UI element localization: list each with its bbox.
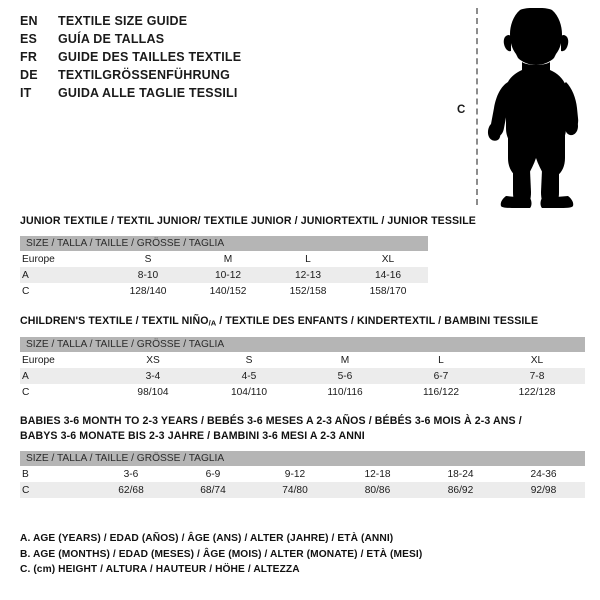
size-bar-label-junior: SIZE / TALLA / TAILLE / GRÖSSE / TAGLIA [20, 236, 428, 251]
row-label-a: A [20, 368, 105, 385]
table-junior-textile: SIZE / TALLA / TAILLE / GRÖSSE / TAGLIA … [20, 236, 428, 299]
cell-value: 86/92 [419, 482, 502, 498]
cell-value: 122/128 [489, 384, 586, 401]
height-measure-label: C [457, 104, 466, 116]
size-bar-label-childrens: SIZE / TALLA / TAILLE / GRÖSSE / TAGLIA [20, 337, 586, 353]
cell-value: XS [105, 352, 201, 369]
row-label-c: C [20, 283, 108, 299]
cell-value: S [108, 251, 188, 267]
row-label-b: B [20, 466, 90, 482]
cell-value: 98/104 [105, 384, 201, 401]
cell-value: 140/152 [188, 283, 268, 299]
cell-value: 24-36 [502, 466, 585, 482]
language-code-en: EN [20, 14, 38, 28]
size-bar-label-babies: SIZE / TALLA / TAILLE / GRÖSSE / TAGLIA [20, 451, 585, 466]
cell-value: XL [348, 251, 428, 267]
language-code-fr: FR [20, 50, 38, 64]
cell-value: 6-7 [393, 368, 489, 385]
table-row: A 8-10 10-12 12-13 14-16 [20, 267, 428, 283]
language-row-en: EN TEXTILE SIZE GUIDE [20, 12, 440, 30]
row-label-europe: Europe [20, 352, 105, 369]
language-code-es: ES [20, 32, 38, 46]
language-title-en: TEXTILE SIZE GUIDE [58, 14, 188, 28]
section-title-childrens-post: / TEXTILE DES ENFANTS / KINDERTEXTIL / B… [216, 315, 539, 327]
cell-value: 14-16 [348, 267, 428, 283]
cell-value: M [188, 251, 268, 267]
language-row-fr: FR GUIDE DES TAILLES TEXTILE [20, 48, 440, 66]
table-row: C 98/104 104/110 110/116 116/122 122/128 [20, 384, 586, 401]
table-babies-textile: SIZE / TALLA / TAILLE / GRÖSSE / TAGLIA … [20, 451, 585, 498]
height-dashed-line [476, 8, 478, 205]
cell-value: 116/122 [393, 384, 489, 401]
legend-block: A. AGE (YEARS) / EDAD (AÑOS) / ÂGE (ANS)… [20, 531, 540, 578]
table-header-bar-babies: SIZE / TALLA / TAILLE / GRÖSSE / TAGLIA [20, 451, 585, 466]
cell-value: 12-13 [268, 267, 348, 283]
section-title-childrens-pre: CHILDREN'S TEXTILE / TEXTIL NIÑO [20, 315, 209, 327]
cell-value: 18-24 [419, 466, 502, 482]
cell-value: 62/68 [90, 482, 172, 498]
language-title-es: GUÍA DE TALLAS [58, 32, 165, 46]
cell-value: L [268, 251, 348, 267]
cell-value: 5-6 [297, 368, 393, 385]
cell-value: 152/158 [268, 283, 348, 299]
table-row: C 62/68 68/74 74/80 80/86 86/92 92/98 [20, 482, 585, 498]
table-row: Europe S M L XL [20, 251, 428, 267]
table-row: C 128/140 140/152 152/158 158/170 [20, 283, 428, 299]
cell-value: 80/86 [336, 482, 419, 498]
cell-value: 12-18 [336, 466, 419, 482]
measurement-figure: C [440, 0, 600, 215]
cell-value: 74/80 [254, 482, 336, 498]
language-title-fr: GUIDE DES TAILLES TEXTILE [58, 50, 242, 64]
language-title-it: GUIDA ALLE TAGLIE TESSILI [58, 86, 238, 100]
language-code-it: IT [20, 86, 32, 100]
cell-value: 3-6 [90, 466, 172, 482]
table-header-bar-childrens: SIZE / TALLA / TAILLE / GRÖSSE / TAGLIA [20, 337, 586, 353]
cell-value: 110/116 [297, 384, 393, 401]
section-babies-textile: BABIES 3-6 MONTH TO 2-3 YEARS / BEBÉS 3-… [20, 414, 585, 498]
row-label-c: C [20, 482, 90, 498]
cell-value: 128/140 [108, 283, 188, 299]
language-row-it: IT GUIDA ALLE TAGLIE TESSILI [20, 84, 440, 102]
cell-value: XL [489, 352, 586, 369]
row-label-c: C [20, 384, 105, 401]
legend-line-c: C. (cm) HEIGHT / ALTURA / HAUTEUR / HÖHE… [20, 564, 300, 575]
language-code-de: DE [20, 68, 38, 82]
section-title-junior: JUNIOR TEXTILE / TEXTIL JUNIOR/ TEXTILE … [20, 215, 476, 227]
cell-value: 6-9 [172, 466, 254, 482]
language-row-de: DE TEXTILGRÖSSENFÜHRUNG [20, 66, 440, 84]
cell-value: 68/74 [172, 482, 254, 498]
section-title-babies-line2: BABYS 3-6 MONATE BIS 2-3 JAHRE / BAMBINI… [20, 430, 365, 442]
language-title-de: TEXTILGRÖSSENFÜHRUNG [58, 68, 231, 82]
cell-value: M [297, 352, 393, 369]
cell-value: 4-5 [201, 368, 297, 385]
cell-value: L [393, 352, 489, 369]
cell-value: 104/110 [201, 384, 297, 401]
language-title-block: EN TEXTILE SIZE GUIDE ES GUÍA DE TALLAS … [20, 12, 440, 102]
row-label-a: A [20, 267, 108, 283]
language-row-es: ES GUÍA DE TALLAS [20, 30, 440, 48]
cell-value: 3-4 [105, 368, 201, 385]
toddler-silhouette-icon [482, 8, 594, 208]
section-title-childrens-sub: /A [208, 318, 217, 328]
cell-value: 10-12 [188, 267, 268, 283]
cell-value: 7-8 [489, 368, 586, 385]
cell-value: 158/170 [348, 283, 428, 299]
cell-value: 8-10 [108, 267, 188, 283]
cell-value: S [201, 352, 297, 369]
section-title-babies-line1: BABIES 3-6 MONTH TO 2-3 YEARS / BEBÉS 3-… [20, 415, 522, 427]
table-row: Europe XS S M L XL [20, 352, 586, 369]
table-header-bar-junior: SIZE / TALLA / TAILLE / GRÖSSE / TAGLIA [20, 236, 428, 251]
cell-value: 92/98 [502, 482, 585, 498]
row-label-europe: Europe [20, 251, 108, 267]
cell-value: 9-12 [254, 466, 336, 482]
section-title-childrens: CHILDREN'S TEXTILE / TEXTIL NIÑO/A / TEX… [20, 314, 585, 330]
legend-line-a: A. AGE (YEARS) / EDAD (AÑOS) / ÂGE (ANS)… [20, 533, 394, 544]
section-junior-textile: JUNIOR TEXTILE / TEXTIL JUNIOR/ TEXTILE … [20, 214, 476, 299]
section-childrens-textile: CHILDREN'S TEXTILE / TEXTIL NIÑO/A / TEX… [20, 314, 586, 401]
table-row: A 3-4 4-5 5-6 6-7 7-8 [20, 368, 586, 385]
table-childrens-textile: SIZE / TALLA / TAILLE / GRÖSSE / TAGLIA … [20, 337, 586, 401]
legend-line-b: B. AGE (MONTHS) / EDAD (MESES) / ÂGE (MO… [20, 548, 423, 560]
table-row: B 3-6 6-9 9-12 12-18 18-24 24-36 [20, 466, 585, 482]
